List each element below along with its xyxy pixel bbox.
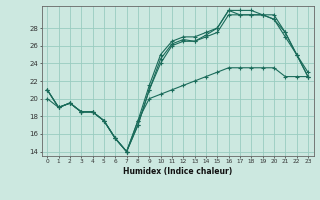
X-axis label: Humidex (Indice chaleur): Humidex (Indice chaleur) [123, 167, 232, 176]
